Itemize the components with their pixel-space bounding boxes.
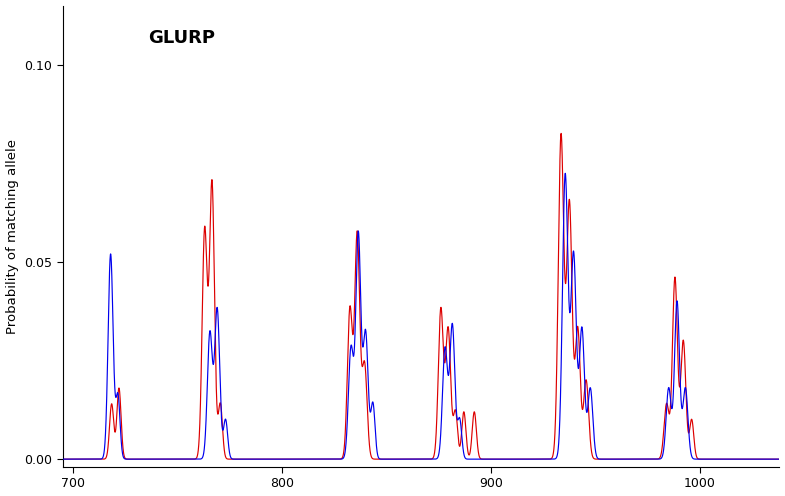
Text: GLURP: GLURP: [148, 29, 216, 47]
Y-axis label: Probability of matching allele: Probability of matching allele: [5, 139, 19, 334]
